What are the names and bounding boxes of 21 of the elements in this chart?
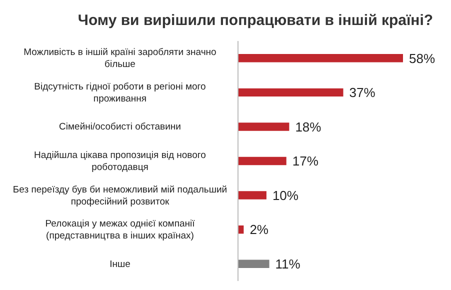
data-label: 2%	[250, 222, 269, 238]
data-label: 10%	[272, 188, 299, 203]
y-tick-label: Можливість в іншій країні заробляти значно більше	[24, 46, 216, 70]
data-label: 11%	[275, 256, 301, 272]
bar	[238, 156, 286, 166]
data-label: 18%	[295, 119, 322, 134]
bar	[238, 191, 266, 200]
chart-title: Чому ви вирішили попрацювати в іншій країні?	[76, 11, 434, 31]
y-tick-label: Сімейні/особисті обставини	[59, 121, 181, 132]
y-tick-label: Надійшла цікава пропозиція від нового роботодавця	[34, 150, 206, 173]
data-label: 37%	[349, 85, 376, 100]
data-label: 58%	[409, 50, 436, 66]
y-tick-label: Релокація у межах однієї компанії (представництва в інших країнах)	[45, 218, 196, 242]
bar	[238, 260, 270, 268]
y-tick-label: Відсутність гідної роботи в регіоні мого проживання	[34, 80, 206, 104]
bar	[238, 54, 403, 62]
y-tick-label: Інше	[110, 258, 130, 270]
bar	[238, 122, 290, 131]
bar	[238, 88, 344, 97]
data-label: 17%	[292, 154, 319, 169]
y-tick-label: Без переїзду був би неможливий мій подальший професійний розвиток	[12, 184, 228, 207]
